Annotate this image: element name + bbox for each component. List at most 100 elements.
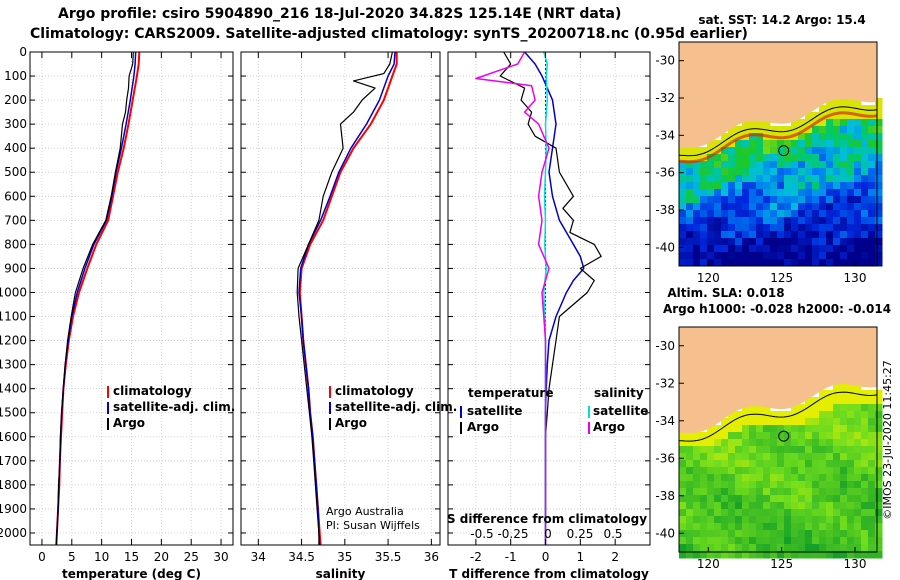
sla-cell (854, 530, 862, 538)
sst-cell (756, 182, 764, 190)
temp-xtick-label: 25 (184, 550, 199, 564)
sla-cell (826, 481, 834, 489)
sla-cell (861, 397, 869, 405)
sst-cell (868, 252, 876, 260)
sst-cell (707, 217, 715, 225)
sst-cell (805, 231, 813, 239)
sla-cell (840, 502, 848, 510)
sla-cell (875, 425, 883, 433)
sst-cell (784, 147, 792, 155)
sst-cell (770, 140, 778, 148)
sst-cell (784, 182, 792, 190)
sla-cell (819, 467, 827, 475)
sla-cell (840, 418, 848, 426)
sla-cell (875, 544, 883, 552)
sst-cell (735, 147, 743, 155)
sla-cell (763, 523, 771, 531)
sst-cell (805, 196, 813, 204)
sla-cell (805, 516, 813, 524)
sst-cell (714, 182, 722, 190)
sla-cell (714, 516, 722, 524)
sst-cell (700, 210, 708, 218)
sla-cell (805, 404, 813, 412)
sla-cell (714, 488, 722, 496)
sla-cell (875, 481, 883, 489)
sst-cell (868, 224, 876, 232)
sst-cell (847, 245, 855, 253)
sst-cell (847, 196, 855, 204)
sst-cell (812, 140, 820, 148)
sla-cell (777, 446, 785, 454)
sla-cell (805, 397, 813, 405)
sst-cell (854, 168, 862, 176)
sla-cell (770, 516, 778, 524)
sla-cell (686, 467, 694, 475)
sla-cell (777, 551, 785, 559)
sst-cell (861, 105, 869, 113)
sst-cell (875, 133, 883, 141)
sst-cell (749, 210, 757, 218)
sla-cell (693, 481, 701, 489)
sst-cell (861, 119, 869, 127)
sst-cell (686, 203, 694, 211)
sst-cell (700, 231, 708, 239)
sla-cell (805, 495, 813, 503)
sst-cell (826, 126, 834, 134)
sst-cell (721, 224, 729, 232)
sst-cell (728, 238, 736, 246)
sst-cell (875, 168, 883, 176)
sla-cell (735, 488, 743, 496)
credit-line-2: PI: Susan Wijffels (326, 519, 420, 532)
sla-cell (847, 453, 855, 461)
sla-cell (700, 446, 708, 454)
sst-cell (847, 119, 855, 127)
sst-cell (826, 147, 834, 155)
sst-cell (721, 175, 729, 183)
sla-cell (721, 502, 729, 510)
sst-cell (700, 203, 708, 211)
sla-cell (805, 530, 813, 538)
sst-cell (686, 259, 694, 267)
sst-cell (728, 161, 736, 169)
sst-cell (784, 154, 792, 162)
sst-cell (875, 210, 883, 218)
sla-cell (875, 418, 883, 426)
sst-cell (819, 231, 827, 239)
sst-cell (819, 203, 827, 211)
sla-cell (756, 460, 764, 468)
sst-cell (798, 252, 806, 260)
sst-cell (875, 196, 883, 204)
sst-cell (700, 217, 708, 225)
sla-ytick-label: -38 (655, 489, 675, 503)
sla-cell (861, 418, 869, 426)
sst-cell (763, 147, 771, 155)
sst-cell (763, 238, 771, 246)
sla-cell (742, 502, 750, 510)
legend-label: Argo (335, 416, 367, 430)
sla-cell (679, 502, 687, 510)
sst-cell (777, 259, 785, 267)
sst-cell (679, 231, 687, 239)
sst-cell (833, 161, 841, 169)
sla-cell (700, 523, 708, 531)
sst-cell (693, 168, 701, 176)
sst-cell (805, 217, 813, 225)
sst-cell (819, 126, 827, 134)
sst-cell (875, 245, 883, 253)
sla-cell (735, 481, 743, 489)
sst-cell (819, 196, 827, 204)
sla-cell (805, 432, 813, 440)
sst-cell (693, 224, 701, 232)
sla-cell (756, 432, 764, 440)
sla-cell (742, 411, 750, 419)
sla-cell (686, 509, 694, 517)
depth-tick-label: 1700 (0, 454, 27, 468)
sst-cell (735, 133, 743, 141)
sla-cell (861, 502, 869, 510)
sla-cell (833, 551, 841, 559)
sst-cell (728, 210, 736, 218)
sla-cell (847, 397, 855, 405)
sla-cell (819, 495, 827, 503)
sst-cell (728, 224, 736, 232)
diff-s-tick-label: -0.5 (470, 527, 493, 541)
